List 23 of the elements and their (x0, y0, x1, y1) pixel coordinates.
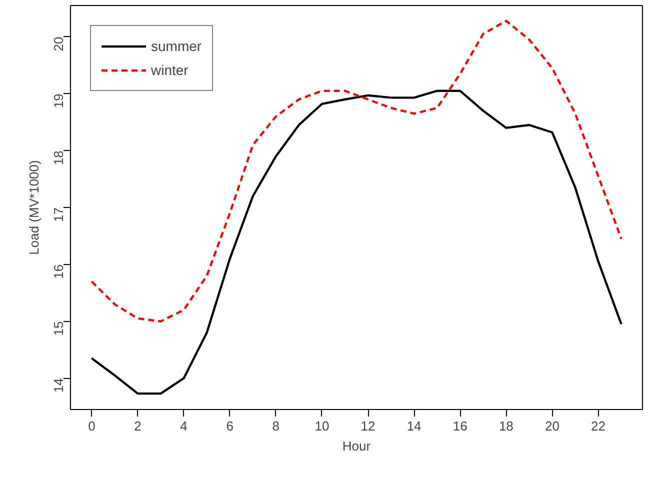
x-tick-label: 12 (360, 418, 376, 434)
x-tick-label: 18 (498, 418, 514, 434)
x-tick-label: 10 (314, 418, 330, 434)
x-tick-label: 2 (134, 418, 142, 434)
x-tick-label: 0 (88, 418, 96, 434)
x-tick-label: 6 (226, 418, 234, 434)
x-tick-label: 8 (272, 418, 280, 434)
x-tick-label: 14 (406, 418, 422, 434)
y-tick-label: 17 (51, 207, 66, 222)
y-tick-label: 19 (51, 94, 66, 108)
y-tick-label: 16 (51, 264, 66, 279)
x-tick-label: 16 (452, 418, 468, 434)
y-tick-label: 14 (51, 378, 66, 393)
legend-label: winter (151, 62, 188, 78)
y-tick-label: 15 (51, 321, 66, 336)
x-tick-label: 20 (545, 418, 560, 434)
y-axis-title: Load (MV*1000) (26, 160, 42, 255)
legend-label: summer (151, 38, 202, 54)
y-tick-label: 20 (51, 36, 66, 52)
y-tick-label: 18 (51, 150, 66, 166)
x-axis-title: Hour (342, 438, 372, 454)
x-tick-label: 4 (180, 418, 188, 434)
x-tick-label: 22 (591, 418, 606, 434)
